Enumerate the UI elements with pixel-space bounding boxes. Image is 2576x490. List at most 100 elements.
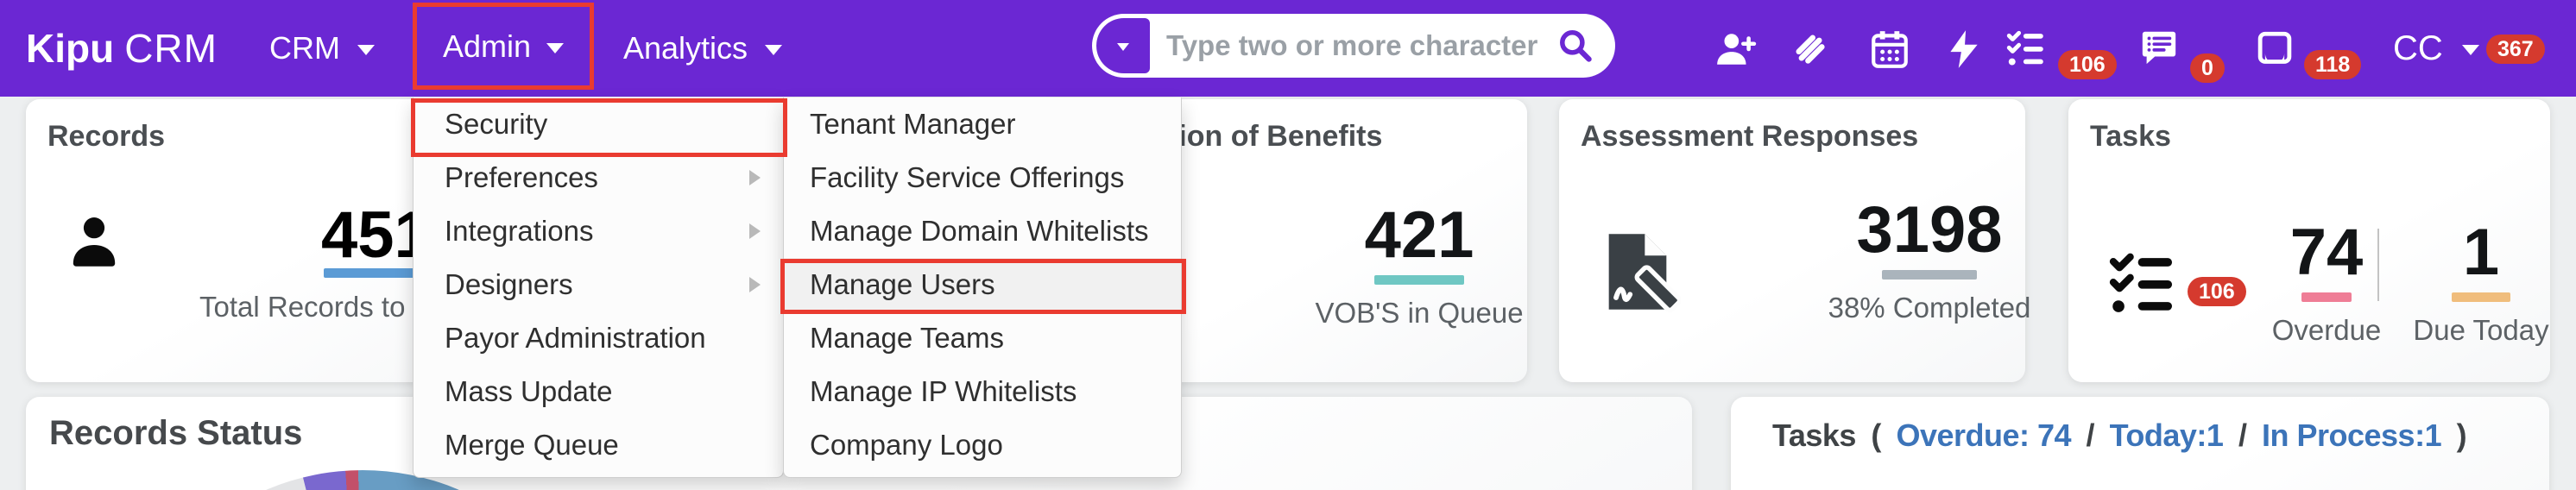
assessment-value: 3198	[1856, 193, 2003, 267]
tasks-checklist-icon	[2109, 253, 2173, 312]
menu-item-label: Tenant Manager	[810, 108, 1016, 140]
card-assessment-title: Assessment Responses	[1581, 120, 1919, 153]
nav-crm-label: CRM	[269, 30, 340, 66]
records-status-title: Records Status	[49, 414, 303, 452]
menu-item-label: Manage Users	[810, 268, 995, 300]
tasks-due-stat: 1 Due Today	[2395, 218, 2567, 347]
menu-item-preferences[interactable]: Preferences	[414, 151, 783, 204]
brand-crm: CRM	[124, 26, 218, 71]
handshake-icon[interactable]	[1789, 28, 1832, 71]
menu-item-company-logo[interactable]: Company Logo	[784, 418, 1181, 472]
menu-item-label: Manage Domain Whitelists	[810, 215, 1149, 247]
checklist-badge: 106	[2058, 50, 2117, 79]
menu-item-label: Designers	[445, 268, 573, 300]
calendar-icon[interactable]	[1868, 28, 1911, 71]
vob-accent-bar	[1374, 275, 1464, 285]
caret-down-icon	[2461, 45, 2479, 55]
inbox-icon[interactable]	[2255, 28, 2295, 67]
menu-item-label: Preferences	[445, 161, 598, 193]
nav-analytics-label: Analytics	[623, 30, 748, 66]
security-submenu: Tenant Manager Facility Service Offering…	[783, 97, 1182, 478]
menu-item-mass-update[interactable]: Mass Update	[414, 365, 783, 418]
nav-admin-label: Admin	[442, 28, 532, 64]
slash: /	[2238, 418, 2247, 453]
tasks-overdue-value: 74	[2289, 216, 2364, 289]
menu-item-merge-queue[interactable]: Merge Queue	[414, 418, 783, 472]
nav-menu-analytics[interactable]: Analytics	[623, 0, 783, 97]
paren-close: )	[2456, 418, 2467, 453]
menu-item-payor-administration[interactable]: Payor Administration	[414, 311, 783, 365]
assessment-accent-bar	[1882, 270, 1977, 280]
tasks-summary-title: Tasks	[1772, 418, 1856, 453]
slash: /	[2086, 418, 2095, 453]
brand-kipu: Kipu	[26, 26, 115, 71]
menu-item-manage-users[interactable]: Manage Users	[784, 258, 1181, 311]
menu-item-integrations[interactable]: Integrations	[414, 204, 783, 258]
vob-queue-label: VOB'S in Queue	[1315, 297, 1524, 329]
records-accent-bar	[324, 268, 453, 278]
menu-item-designers[interactable]: Designers	[414, 258, 783, 311]
menu-item-manage-ip-whitelists[interactable]: Manage IP Whitelists	[784, 365, 1181, 418]
menu-item-facility-service-offerings[interactable]: Facility Service Offerings	[784, 151, 1181, 204]
menu-item-label: Manage IP Whitelists	[810, 375, 1077, 407]
add-contact-icon[interactable]	[1714, 28, 1757, 71]
records-total-value: 451	[321, 198, 431, 272]
menu-item-manage-teams[interactable]: Manage Teams	[784, 311, 1181, 365]
chevron-right-icon	[749, 223, 761, 239]
tasks-due-label: Due Today	[2413, 314, 2549, 346]
tasks-overdue-stat: 74 Overdue	[2240, 218, 2413, 347]
menu-item-tenant-manager[interactable]: Tenant Manager	[784, 97, 1181, 151]
search-input[interactable]	[1166, 19, 1537, 72]
tasks-summary-line: Tasks ( Overdue: 74 / Today:1 / In Proce…	[1772, 418, 2473, 454]
chat-icon[interactable]	[2139, 28, 2179, 67]
stat-divider	[2377, 229, 2379, 301]
tasks-overdue-label: Overdue	[2271, 314, 2382, 346]
chevron-right-icon	[749, 277, 761, 292]
chevron-right-icon	[749, 170, 761, 185]
tasks-due-value: 1	[2462, 216, 2500, 289]
nav-menu-admin[interactable]: Admin	[413, 3, 594, 90]
inbox-badge: 118	[2304, 50, 2362, 79]
top-navbar: Kipu CRM CRM Admin Analytics	[0, 0, 2576, 97]
lightning-icon[interactable]	[1942, 28, 1986, 71]
admin-dropdown-menu: Security Preferences Integrations Design…	[413, 97, 784, 478]
menu-item-manage-domain-whitelists[interactable]: Manage Domain Whitelists	[784, 204, 1181, 258]
due-today-accent-bar	[2452, 292, 2510, 302]
checklist-icon[interactable]	[2005, 28, 2048, 71]
menu-item-label: Facility Service Offerings	[810, 161, 1125, 193]
menu-item-label: Payor Administration	[445, 322, 706, 354]
search-icon[interactable]	[1556, 27, 1594, 65]
assessment-completed-label: 38% Completed	[1828, 292, 2031, 324]
user-menu[interactable]: CC	[2393, 0, 2479, 97]
nav-menu-crm[interactable]: CRM	[269, 0, 375, 97]
tasks-in-process-link[interactable]: In Process:1	[2261, 418, 2442, 453]
card-tasks-title: Tasks	[2090, 120, 2171, 153]
overdue-accent-bar	[2301, 292, 2352, 302]
chat-badge: 0	[2190, 53, 2225, 83]
assessment-stat: 3198 38% Completed	[1800, 196, 2059, 324]
user-badge: 367	[2486, 35, 2545, 64]
assessment-document-icon	[1608, 234, 1681, 313]
paren-open: (	[1871, 418, 1881, 453]
tasks-today-link[interactable]: Today:1	[2109, 418, 2224, 453]
brand-logo[interactable]: Kipu CRM	[26, 0, 218, 97]
global-search	[1092, 14, 1615, 78]
menu-item-label: Integrations	[445, 215, 594, 247]
tasks-card-badge: 106	[2188, 277, 2246, 306]
menu-item-label: Security	[445, 108, 548, 140]
caret-down-icon	[765, 45, 783, 55]
card-tasks-summary: Tasks ( Overdue: 74 / Today:1 / In Proce…	[1731, 397, 2549, 490]
caret-down-icon	[1117, 42, 1129, 51]
vob-stat: 421 VOB'S in Queue	[1290, 201, 1549, 330]
search-scope-dropdown[interactable]	[1096, 18, 1150, 73]
records-total-label: Total Records to	[199, 291, 406, 323]
caret-down-icon	[546, 42, 565, 53]
tasks-overdue-link[interactable]: Overdue: 74	[1896, 418, 2072, 453]
card-records-title: Records	[47, 120, 166, 153]
menu-item-security[interactable]: Security	[414, 97, 783, 151]
vob-queue-value: 421	[1364, 198, 1474, 272]
user-initials: CC	[2393, 28, 2443, 67]
menu-item-label: Manage Teams	[810, 322, 1005, 354]
caret-down-icon	[357, 45, 375, 55]
menu-item-label: Mass Update	[445, 375, 613, 407]
